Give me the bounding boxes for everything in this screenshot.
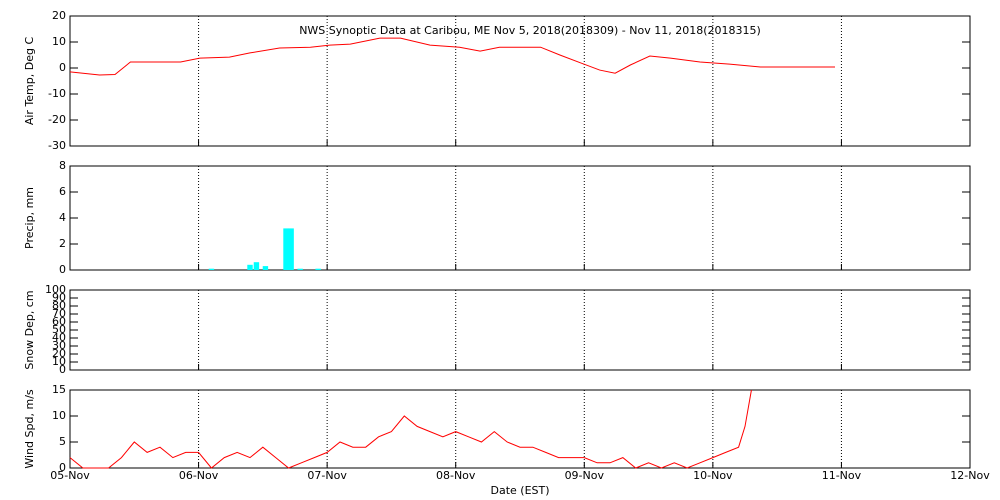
- bar: [288, 228, 294, 270]
- x-tick-label: 11-Nov: [822, 469, 862, 482]
- bar: [315, 268, 321, 270]
- bar: [262, 266, 269, 270]
- bar: [283, 228, 289, 270]
- y-tick-label: 10: [52, 355, 66, 368]
- y-tick-label: 20: [52, 347, 66, 360]
- y-tick-label: 2: [59, 237, 66, 250]
- x-tick-label: 12-Nov: [950, 469, 990, 482]
- y-tick-label: -20: [48, 113, 66, 126]
- y-tick-label: 0: [59, 61, 66, 74]
- bar: [208, 268, 215, 270]
- y-tick-label: 60: [52, 315, 66, 328]
- y-tick-label: -30: [48, 139, 66, 152]
- bar: [253, 262, 260, 270]
- y-tick-label: 8: [59, 159, 66, 172]
- y-tick-label: 10: [52, 409, 66, 422]
- x-tick-label: 09-Nov: [565, 469, 605, 482]
- y-axis-label: Snow Dep, cm: [23, 290, 36, 369]
- plot-frame: [69, 289, 971, 371]
- y-tick-label: 0: [59, 363, 66, 376]
- plot-frame: [69, 389, 971, 469]
- data-line: [69, 37, 835, 76]
- y-tick-label: 40: [52, 331, 66, 344]
- y-tick-label: 4: [59, 211, 66, 224]
- y-axis-label: Wind Spd, m/s: [23, 389, 36, 469]
- y-tick-label: 20: [52, 9, 66, 22]
- x-tick-label: 06-Nov: [179, 469, 219, 482]
- y-tick-label: 100: [45, 283, 66, 296]
- x-axis-label: Date (EST): [490, 484, 549, 497]
- plot-frame: [69, 15, 971, 147]
- y-tick-label: 0: [59, 461, 66, 474]
- y-tick-label: 90: [52, 291, 66, 304]
- y-tick-label: -10: [48, 87, 66, 100]
- y-tick-label: 15: [52, 383, 66, 396]
- data-line: [69, 389, 752, 469]
- x-tick-label: 08-Nov: [436, 469, 476, 482]
- y-tick-label: 6: [59, 185, 66, 198]
- y-tick-label: 30: [52, 339, 66, 352]
- y-tick-label: 10: [52, 35, 66, 48]
- y-tick-label: 5: [59, 435, 66, 448]
- y-tick-label: 50: [52, 323, 66, 336]
- bar: [297, 268, 303, 270]
- y-tick-label: 0: [59, 263, 66, 276]
- y-tick-label: 80: [52, 299, 66, 312]
- y-axis-label: Air Temp, Deg C: [23, 37, 36, 126]
- x-tick-label: 05-Nov: [50, 469, 90, 482]
- chart-title: NWS Synoptic Data at Caribou, ME Nov 5, …: [299, 24, 761, 37]
- y-axis-label: Precip, mm: [23, 187, 36, 249]
- plot-frame: [69, 165, 971, 271]
- x-tick-label: 10-Nov: [693, 469, 733, 482]
- bar: [247, 264, 253, 270]
- x-tick-label: 07-Nov: [307, 469, 347, 482]
- y-tick-label: 70: [52, 307, 66, 320]
